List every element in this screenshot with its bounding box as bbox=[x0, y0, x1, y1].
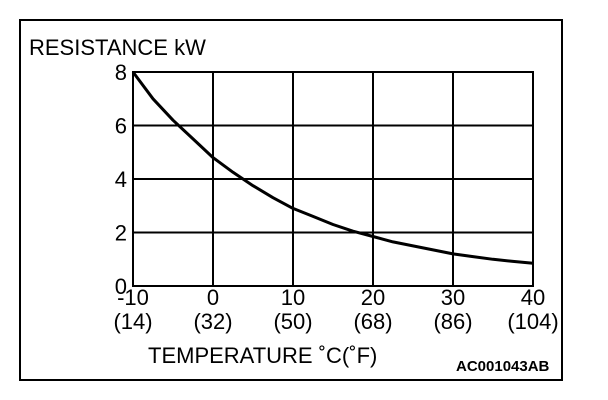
x-tick-label-celsius: -10 bbox=[117, 285, 149, 310]
figure-border bbox=[19, 19, 563, 381]
y-tick-label: 0 bbox=[115, 274, 127, 299]
x-tick-label-celsius: 30 bbox=[441, 285, 465, 310]
y-tick-label: 2 bbox=[115, 221, 127, 246]
x-tick-label-celsius: 20 bbox=[361, 285, 385, 310]
y-tick-label: 6 bbox=[115, 114, 127, 139]
x-tick-label-fahrenheit: (104) bbox=[507, 309, 558, 334]
y-tick-label: 8 bbox=[115, 60, 127, 85]
x-axis-label: TEMPERATURE ˚C(˚F) bbox=[148, 343, 377, 368]
x-tick-label-fahrenheit: (68) bbox=[353, 309, 392, 334]
x-tick-label-celsius: 40 bbox=[521, 285, 545, 310]
x-tick-label-celsius: 0 bbox=[207, 285, 219, 310]
plot-frame bbox=[132, 71, 534, 287]
x-tick-label-fahrenheit: (14) bbox=[113, 309, 152, 334]
x-tick-label-celsius: 10 bbox=[281, 285, 305, 310]
figure-code: AC001043AB bbox=[456, 358, 550, 375]
y-tick-label: 4 bbox=[115, 167, 127, 192]
x-tick-label-fahrenheit: (50) bbox=[273, 309, 312, 334]
plot-area: 02468-10(14)0(32)10(50)20(68)30(86)40(10… bbox=[113, 60, 558, 334]
resistance-curve bbox=[131, 71, 534, 265]
x-tick-label-fahrenheit: (86) bbox=[433, 309, 472, 334]
x-tick-label-fahrenheit: (32) bbox=[193, 309, 232, 334]
y-axis-label: RESISTANCE kW bbox=[29, 35, 206, 60]
